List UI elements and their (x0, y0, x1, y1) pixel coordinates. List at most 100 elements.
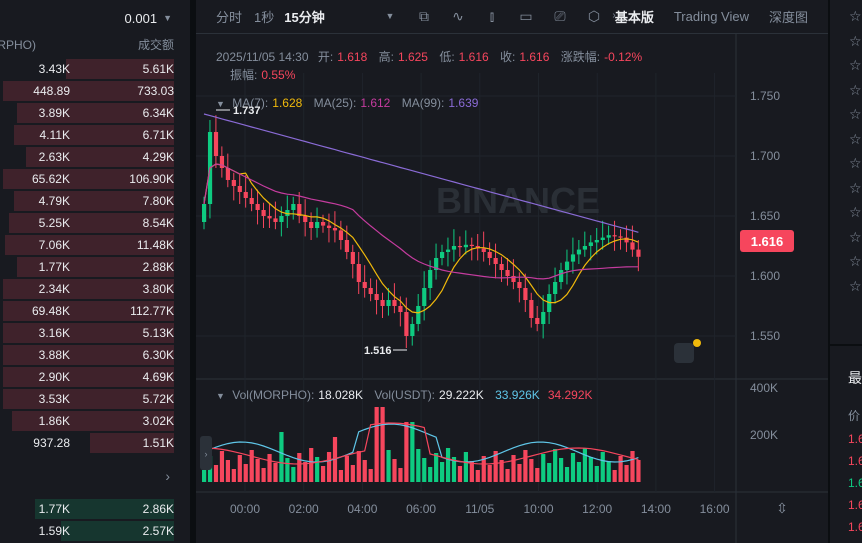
ask-row[interactable]: 1.77K 2.88K (0, 256, 190, 278)
favorite-star-icon[interactable]: ☆ (849, 8, 862, 24)
time-axis-label: 11/05 (465, 502, 494, 516)
right-panel-col: 价 (848, 409, 861, 423)
ask-row[interactable]: 3.88K 6.30K (0, 344, 190, 366)
ask-row[interactable]: 3.53K 5.72K (0, 388, 190, 410)
fit-screen-icon[interactable]: ⇳ (776, 500, 788, 516)
bid-amount: 1.77K (38, 502, 70, 516)
volume-bar (321, 466, 326, 482)
depth-tab[interactable]: 深度图 (768, 10, 808, 25)
candle (267, 216, 272, 219)
notes-icon[interactable] (674, 343, 694, 363)
ask-amount: 448.89 (33, 84, 70, 98)
ask-row[interactable]: 69.48K 112.77K (0, 300, 190, 322)
volume-bar (630, 451, 635, 482)
favorite-star-icon[interactable]: ☆ (849, 204, 862, 220)
time-axis-label: 02:00 (289, 502, 319, 516)
favorite-star-icon[interactable]: ☆ (849, 130, 862, 147)
ask-total: 5.13K (142, 326, 174, 340)
candle (499, 264, 504, 270)
price-axis-label: 1.750 (750, 89, 780, 103)
col-amount: 量(MORPHO) (0, 38, 36, 52)
kline-chart[interactable]: BINANCE 1.7501.7001.6501.6001.550400K200… (196, 33, 828, 543)
volume-bar (219, 451, 225, 482)
ask-amount: 4.79K (38, 194, 70, 208)
favorite-star-icon[interactable]: ☆ (849, 179, 862, 196)
ohlc-legend: 2025/11/05 14:30 开: 1.618 高: 1.625 低: 1.616… (216, 49, 642, 64)
ma7-line (203, 163, 639, 314)
indicator-icon[interactable]: ∿ (452, 8, 464, 24)
chart-toolbar: 分时 1秒 15分钟 ▼ ⧉ ∿ ⫾ ▭ ⎚ ⬡ › 基本版 Trading V… (196, 0, 828, 34)
favorite-star-icon[interactable]: ☆ (849, 155, 862, 171)
volume-bar (553, 449, 558, 482)
ask-row[interactable]: 2.34K 3.80K (0, 278, 190, 300)
favorite-star-icon[interactable]: ☆ (849, 57, 862, 73)
ask-row[interactable]: 448.89 733.03 (0, 80, 190, 102)
basic-view-tab[interactable]: 基本版 (614, 10, 654, 25)
ask-row[interactable]: 1.86K 3.02K (0, 410, 190, 432)
favorite-star-icon[interactable]: ☆ (849, 81, 862, 98)
col-total: 成交额 (137, 38, 174, 52)
ask-total: 112.77K (130, 304, 174, 318)
ask-amount: 2.63K (38, 150, 70, 164)
volume-bar (570, 453, 576, 482)
interval-15m[interactable]: 15分钟 (284, 10, 325, 25)
chevron-down-icon[interactable]: ▼ (385, 11, 395, 21)
candle (594, 240, 599, 243)
volume-bar (213, 465, 219, 482)
chevron-down-icon: ▼ (163, 13, 172, 23)
tradingview-tab[interactable]: Trading View (673, 9, 749, 24)
interval-1s[interactable]: 1秒 (254, 10, 275, 25)
volume-bar (344, 456, 349, 482)
favorite-star-icon[interactable]: ☆ (849, 106, 862, 122)
ma-legend: ▼ MA(7): 1.628 MA(25): 1.612 MA(99): 1.639 (216, 96, 479, 110)
calendar-icon[interactable]: ⧉ (419, 8, 429, 24)
ask-amount: 3.88K (38, 348, 70, 362)
volume-bar (475, 470, 480, 482)
volume-ma-line (203, 423, 639, 463)
depth-bar (13, 125, 174, 145)
time-axis-label: 06:00 (406, 502, 436, 516)
more-arrow-icon[interactable]: › (165, 468, 170, 484)
ask-row[interactable]: 3.43K 5.61K (0, 58, 190, 80)
ask-row[interactable]: 4.79K 7.80K (0, 190, 190, 212)
order-book: 0.001 ▼ 量(MORPHO) 成交额 3.43K 5.61K 448.89 73… (0, 0, 190, 543)
volume-bar (231, 469, 236, 482)
volume-bar (350, 465, 355, 482)
volume-bar (559, 458, 564, 482)
candle-type-icon[interactable]: ⫾ (489, 8, 495, 24)
candle (344, 240, 349, 252)
bid-row[interactable]: 1.77K 2.86K (0, 498, 190, 520)
ask-row[interactable]: 4.11K 6.71K (0, 124, 190, 146)
ask-row[interactable]: 5.25K 8.54K (0, 212, 190, 234)
interval-time[interactable]: 分时 (216, 10, 243, 25)
ask-row[interactable]: 3.89K 6.34K (0, 102, 190, 124)
screenshot-icon[interactable]: ⎚ (554, 8, 566, 24)
tick-size-select[interactable]: 0.001 ▼ (0, 0, 190, 36)
favorite-star-icon[interactable]: ☆ (849, 253, 862, 269)
chevron-right-icon[interactable]: › (612, 10, 616, 21)
ask-amount: 69.48K (31, 304, 70, 318)
candle (231, 180, 236, 186)
volume-bar (445, 448, 451, 482)
favorite-star-icon[interactable]: ☆ (849, 32, 862, 49)
settings-icon[interactable]: ⬡ (587, 8, 601, 24)
candle (606, 235, 611, 238)
ask-row[interactable]: 937.28 1.51K (0, 432, 190, 454)
favorite-star-icon[interactable]: ☆ (849, 228, 862, 245)
draw-icon[interactable]: ▭ (519, 8, 533, 24)
ask-row[interactable]: 2.90K 4.69K (0, 366, 190, 388)
volume-bar (368, 469, 373, 482)
ask-row[interactable]: 7.06K 11.48K (0, 234, 190, 256)
collapse-handle[interactable] (200, 436, 212, 470)
time-axis-label: 16:00 (700, 502, 730, 516)
ask-row[interactable]: 3.16K 5.13K (0, 322, 190, 344)
ma25-line (203, 163, 639, 280)
favorite-star-icon[interactable]: ☆ (849, 277, 862, 294)
ask-row[interactable]: 65.62K 106.90K (0, 168, 190, 190)
volume-bar (511, 455, 516, 482)
candle (261, 210, 266, 216)
bid-row[interactable]: 1.59K 2.57K (0, 520, 190, 542)
chart-panel: 分时 1秒 15分钟 ▼ ⧉ ∿ ⫾ ▭ ⎚ ⬡ › 基本版 Trading V… (196, 0, 828, 543)
ask-row[interactable]: 2.63K 4.29K (0, 146, 190, 168)
volume-axis-label: 400K (750, 381, 778, 395)
